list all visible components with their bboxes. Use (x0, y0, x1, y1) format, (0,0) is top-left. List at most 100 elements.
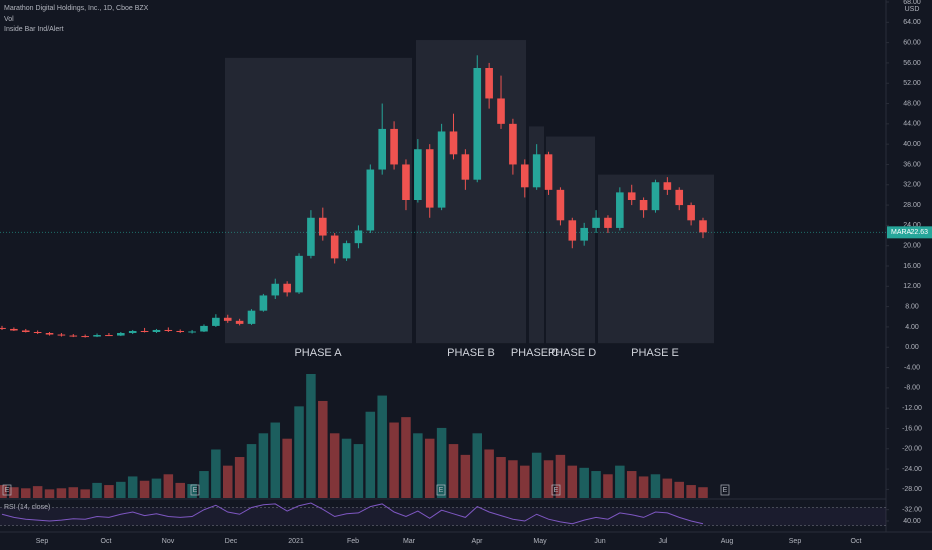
volume-bar (579, 467, 589, 498)
candle-body (342, 243, 351, 259)
earnings-marker: E (5, 487, 10, 494)
y-tick-label: -32.00 (902, 507, 922, 514)
volume-bar (567, 465, 578, 498)
earnings-box (720, 484, 730, 496)
earnings-box (436, 484, 446, 496)
candle-body (378, 128, 387, 170)
volume-bar (520, 465, 530, 498)
volume-bar (258, 433, 269, 498)
x-tick-label: Sep (789, 538, 802, 545)
rsi-title: RSI (14, close) (4, 504, 50, 511)
phase-label: PHASE E (631, 347, 679, 359)
x-tick-label: Jun (594, 538, 605, 545)
x-tick-label: 2021 (288, 538, 304, 545)
y-tick-label: -24.00 (902, 466, 922, 473)
last-price-tag (887, 226, 932, 239)
phase-label: PHASE D (548, 347, 596, 359)
candle-body (568, 220, 577, 241)
volume-bar (638, 476, 649, 498)
x-tick-label: Dec (225, 538, 238, 545)
candle-body (10, 328, 18, 331)
y-tick-label: 64.00 (903, 19, 921, 26)
volume-bar (686, 485, 696, 498)
candle-body (330, 235, 339, 259)
x-tick-label: Feb (347, 538, 359, 545)
volume-bar (484, 449, 494, 498)
candle-body (556, 189, 565, 221)
earnings-marker: E (193, 487, 198, 494)
volume-bar (246, 444, 257, 498)
y-tick-label: 12.00 (903, 283, 921, 290)
volume-bar (294, 406, 304, 498)
candle-body (21, 330, 30, 332)
volume-bar (116, 481, 126, 498)
volume-bar (460, 454, 471, 498)
earnings-marker: E (439, 487, 444, 494)
volume-bar (175, 482, 185, 498)
candle-body (259, 295, 268, 311)
x-tick-label: Oct (101, 538, 112, 545)
candle-body (687, 205, 695, 221)
candle-body (520, 164, 529, 188)
candle-body (354, 230, 363, 244)
candle-body (425, 149, 434, 208)
candle-body (164, 329, 173, 331)
chart-title: Marathon Digital Holdings, Inc., 1D, Cbo… (4, 5, 149, 12)
candle-body (105, 335, 113, 337)
candle-body (223, 317, 232, 321)
x-tick-label: Jul (659, 538, 668, 545)
volume-bar (662, 478, 673, 498)
candle-body (497, 98, 505, 124)
y-tick-label: 16.00 (903, 263, 921, 270)
volume-bar (389, 422, 399, 498)
candle-body (0, 327, 6, 329)
volume-bar (401, 417, 411, 498)
candle-body (69, 335, 78, 337)
volume-bar (68, 487, 79, 498)
volume-bar (424, 438, 435, 498)
y-tick-label: 8.00 (905, 303, 919, 310)
volume-bar (9, 487, 19, 498)
volume-bar (151, 478, 162, 498)
volume-bar (306, 374, 316, 498)
volume-bar (377, 395, 387, 498)
volume-bar (139, 480, 150, 498)
candle-body (461, 154, 470, 180)
x-tick-label: Nov (162, 538, 175, 545)
candle-body (307, 217, 315, 256)
candle-body (271, 283, 280, 296)
y-tick-label: -16.00 (902, 425, 922, 432)
last-price-label: 22.63 (910, 229, 928, 236)
candle-body (449, 131, 458, 155)
volume-bar (32, 486, 43, 498)
candle-body (212, 317, 220, 326)
x-tick-label: Oct (851, 538, 862, 545)
candle-body (128, 330, 137, 334)
x-tick-label: Sep (36, 538, 49, 545)
volume-bar (44, 489, 55, 498)
y-tick-label: 48.00 (903, 100, 921, 107)
candle-body (57, 334, 66, 336)
volume-bar (282, 438, 292, 498)
candle-body (117, 333, 125, 336)
rsi-line (1, 502, 704, 525)
indicator-label: Vol (4, 16, 14, 23)
x-tick-label: Mar (403, 538, 416, 545)
volume-bar (448, 444, 459, 498)
earnings-marker: E (723, 487, 728, 494)
volume-bar (615, 465, 625, 498)
volume-bar (698, 487, 708, 498)
candle-body (200, 325, 208, 332)
volume-bar (436, 427, 447, 498)
candle-body (140, 330, 149, 332)
volume-bar (127, 476, 138, 498)
candle-body (283, 283, 291, 293)
candle-body (473, 68, 482, 180)
candle-body (509, 123, 517, 165)
phase-box (416, 40, 526, 344)
y-tick-label: 4.00 (905, 324, 919, 331)
candle-body (580, 227, 588, 241)
candle-body (390, 128, 398, 165)
candle-body (604, 217, 612, 228)
